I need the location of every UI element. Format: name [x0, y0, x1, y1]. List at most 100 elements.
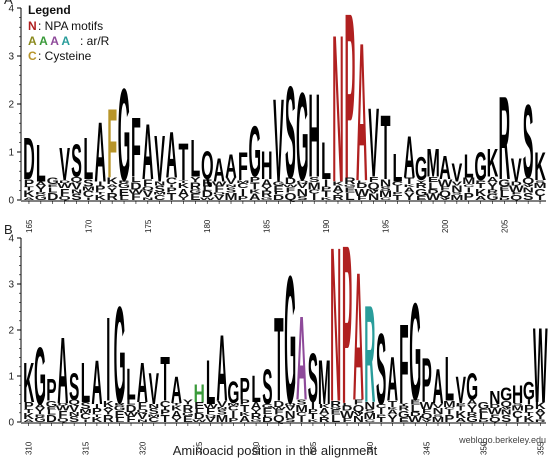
logo-letter-filler: I	[299, 414, 303, 424]
logo-letter-filler: T	[405, 176, 415, 186]
logo-letter-filler: G	[466, 414, 478, 424]
logo-letter-filler: C	[154, 193, 166, 201]
legend-text: : Cysteine	[38, 49, 92, 63]
y-tick-label: 2	[8, 100, 14, 111]
logo-letter-filler: Q	[68, 399, 80, 407]
logo-letter: H	[194, 380, 205, 408]
logo-letter-filler: Y	[535, 412, 545, 422]
logo-letter-filler: V	[353, 412, 364, 418]
logo-letter-filler: I	[83, 419, 87, 423]
logo-letter: P	[342, 198, 352, 452]
logo-letter-filler: Y	[251, 409, 262, 415]
logo-letter: F	[399, 302, 408, 428]
logo-letter: A	[439, 151, 451, 187]
logo-letter-filler: L	[411, 402, 420, 414]
logo-letter-filler: Q	[284, 191, 296, 203]
x-tick-label: 185	[263, 219, 272, 233]
logo-letter-filler: N	[71, 189, 82, 195]
logo-letter-filler: D	[427, 189, 438, 195]
legend-key: N	[28, 19, 37, 33]
logo-letter-filler: R	[35, 414, 46, 418]
logo-letter-filler: Q	[142, 186, 154, 192]
logo-letter: F	[131, 100, 141, 196]
logo-letter-filler: K	[455, 409, 467, 421]
logo-letter-filler: P	[308, 409, 319, 415]
logo-letter-filler: Q	[522, 176, 534, 186]
logo-letter-filler: N	[523, 186, 534, 194]
logo-letter-filler: I	[95, 404, 99, 410]
logo-letter: H	[308, 70, 320, 202]
logo-letter-filler: Q	[273, 413, 285, 425]
logo-letter-filler: M	[236, 180, 249, 184]
logo-letter-filler: K	[178, 182, 190, 190]
logo-letter-filler: I	[395, 183, 399, 193]
logo-letter-filler: C	[83, 189, 94, 199]
logo-letter-filler: A	[35, 181, 47, 187]
logo-letter-filler: P	[228, 418, 239, 424]
logo-letter: G	[296, 66, 309, 206]
logo-letter-filler: N	[433, 407, 444, 417]
logo-letter-filler: I	[86, 197, 90, 201]
logo-letter-filler: L	[195, 409, 204, 415]
logo-letter-filler: D	[410, 412, 421, 418]
logo-letter-filler: L	[357, 180, 367, 184]
logo-letter-filler: W	[283, 184, 298, 188]
logo-letter: N	[330, 202, 341, 449]
logo-letter-filler: V	[285, 405, 295, 413]
logo-letter-filler: L	[47, 409, 56, 417]
logo-letter: T	[179, 134, 189, 192]
x-tick-label: 200	[441, 219, 450, 233]
logo-letter-filler: P	[321, 186, 332, 192]
logo-letter: H	[512, 381, 523, 409]
logo-letter: A	[356, 1, 368, 222]
logo-letter-filler: N	[451, 183, 462, 193]
logo-letter-filler: T	[167, 191, 177, 203]
logo-letter-filler: Q	[57, 418, 69, 424]
legend-key-letter: A	[39, 34, 50, 48]
logo-letter-filler: K	[332, 181, 344, 187]
logo-letter-filler: G	[47, 176, 59, 186]
logo-letter-filler: T	[308, 412, 318, 422]
logo-letter-filler: Q	[510, 193, 522, 201]
logo-letter: V	[59, 140, 70, 191]
logo-letter-filler: T	[393, 193, 403, 201]
logo-letter-filler: M	[148, 414, 160, 418]
logo-letter-filler: E	[428, 175, 438, 183]
logo-letter: S	[376, 315, 386, 427]
logo-letter-filler: G	[261, 197, 273, 201]
logo-letter-filler: W	[192, 419, 207, 423]
logo-letter-filler: N	[501, 409, 512, 417]
logo-letter-filler: F	[369, 175, 379, 183]
logo-letter-filler: T	[250, 180, 260, 192]
logo-letter: A	[137, 350, 148, 414]
logo-letter-filler: A	[23, 197, 34, 201]
logo-letter: A	[216, 317, 227, 422]
logo-letter: A	[57, 319, 68, 424]
logo-letter-filler: S	[285, 418, 296, 424]
logo-letter: L	[321, 133, 331, 191]
y-tick-label: 2	[8, 326, 14, 337]
logo-letter: A	[142, 108, 154, 197]
logo-letter-filler: A	[487, 175, 499, 183]
logo-letter-filler: N	[217, 406, 228, 410]
logo-letter-filler: W	[212, 181, 228, 187]
logo-letter: M	[426, 142, 439, 185]
logo-letter-filler: T	[456, 405, 465, 413]
logo-letter-filler: E	[183, 414, 193, 424]
logo-letter-filler: V	[368, 189, 379, 195]
logo-letter: Q	[201, 145, 214, 188]
logo-letter-filler: L	[428, 180, 438, 192]
x-tick-label: 165	[25, 219, 34, 233]
logo-letter: P	[344, 0, 355, 228]
logo-letter-filler: S	[501, 413, 512, 425]
logo-letter-filler: D	[478, 419, 489, 423]
logo-letter-filler: E	[194, 400, 205, 412]
logo-letter-filler: F	[206, 407, 215, 417]
y-tick-label: 0	[8, 196, 14, 207]
logo-letter-filler: C	[228, 405, 240, 413]
logo-letter: R	[364, 277, 375, 432]
